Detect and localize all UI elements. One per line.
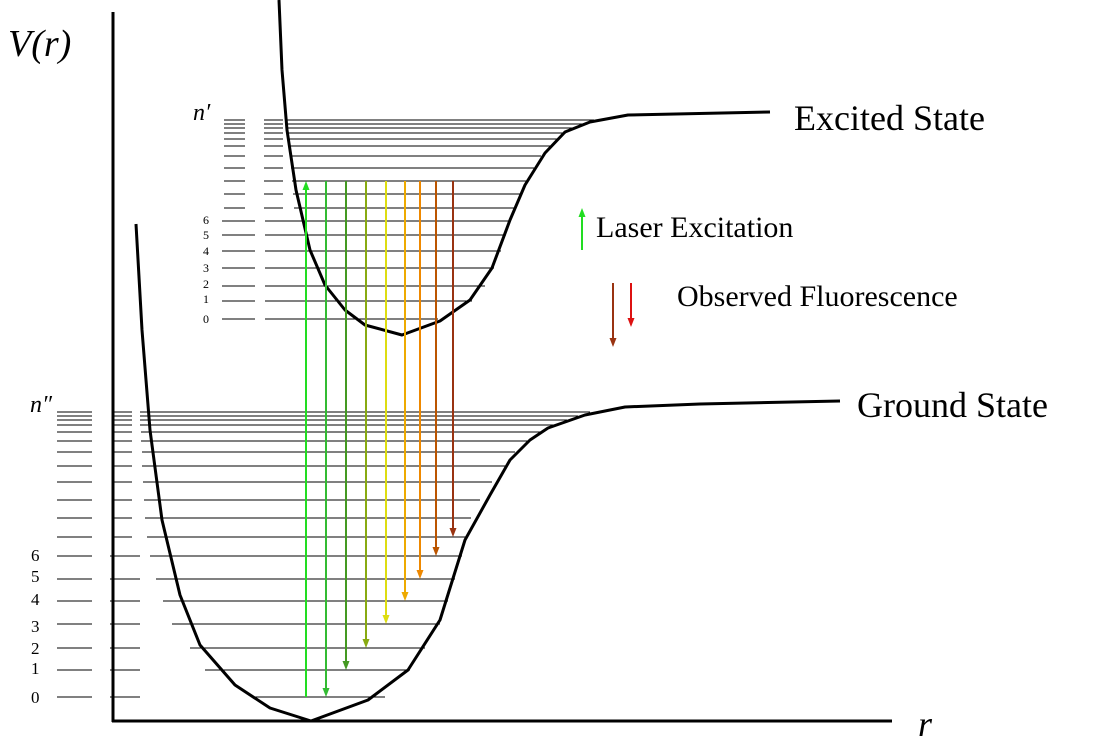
ground-level-label-6: 6 xyxy=(31,546,40,565)
excited-state-label: Excited State xyxy=(794,98,985,138)
fluorescence-arrow-head xyxy=(362,639,370,648)
excited-level-label-0: 0 xyxy=(203,312,209,326)
ground-level-label-1: 1 xyxy=(31,659,40,678)
excitation-arrow-head xyxy=(302,181,310,190)
legend-fluorescence-label: Observed Fluorescence xyxy=(677,280,958,313)
ground-quantum-symbol: n″ xyxy=(30,392,53,418)
excited-level-label-5: 5 xyxy=(203,228,209,242)
excitation-arrow xyxy=(302,181,310,697)
x-axis-label: r xyxy=(918,704,933,741)
legend-fluorescence-arrow-icon-head xyxy=(627,318,635,327)
fluorescence-arrow xyxy=(362,181,370,648)
excited-level-label-6: 6 xyxy=(203,213,209,227)
fluorescence-arrow xyxy=(432,181,440,556)
legend-excitation-arrow-icon xyxy=(578,208,586,250)
fluorescence-arrow xyxy=(416,181,424,579)
ground-level-label-0: 0 xyxy=(31,688,40,707)
fluorescence-arrow-head xyxy=(342,661,350,670)
transition-arrows xyxy=(300,180,462,697)
legend-excitation-arrow xyxy=(578,208,586,250)
fluorescence-arrow-head xyxy=(401,592,409,601)
fluorescence-arrow xyxy=(382,181,390,624)
fluorescence-arrow xyxy=(401,181,409,601)
ground-state-levels xyxy=(57,411,590,698)
ground-state-curve xyxy=(134,223,841,723)
y-axis-label: V(r) xyxy=(8,23,71,65)
excited-level-label-4: 4 xyxy=(203,244,209,258)
legend-excitation-label: Laser Excitation xyxy=(596,211,793,244)
legend-fluorescence-arrow-icon xyxy=(609,283,617,347)
fluorescence-arrow-head xyxy=(382,615,390,624)
legend: Laser Excitation Observed Fluorescence xyxy=(578,208,958,347)
fluorescence-arrow xyxy=(342,181,350,670)
excited-level-label-2: 2 xyxy=(203,277,209,291)
fluorescence-arrow xyxy=(322,181,330,697)
legend-fluorescence-arrow-icon-head xyxy=(609,338,617,347)
ground-state-label: Ground State xyxy=(857,385,1048,425)
fluorescence-arrow-head xyxy=(416,570,424,579)
fluorescence-arrow-head xyxy=(432,547,440,556)
excited-level-label-3: 3 xyxy=(203,261,209,275)
excited-state-levels xyxy=(222,119,594,320)
ground-level-label-5: 5 xyxy=(31,567,40,586)
ground-level-label-4: 4 xyxy=(31,590,40,609)
excited-state-curve xyxy=(277,0,771,337)
fluorescence-arrow-head xyxy=(449,528,457,537)
legend-excitation-arrow-icon-head xyxy=(578,208,586,217)
legend-fluorescence-arrows xyxy=(609,283,635,347)
fluorescence-arrow-head xyxy=(322,688,330,697)
ground-level-label-3: 3 xyxy=(31,617,40,636)
ground-level-label-2: 2 xyxy=(31,639,40,658)
excited-level-label-1: 1 xyxy=(203,292,209,306)
excited-quantum-symbol: n′ xyxy=(193,100,211,126)
legend-fluorescence-arrow-icon xyxy=(627,283,635,327)
fluorescence-arrow xyxy=(449,181,457,537)
